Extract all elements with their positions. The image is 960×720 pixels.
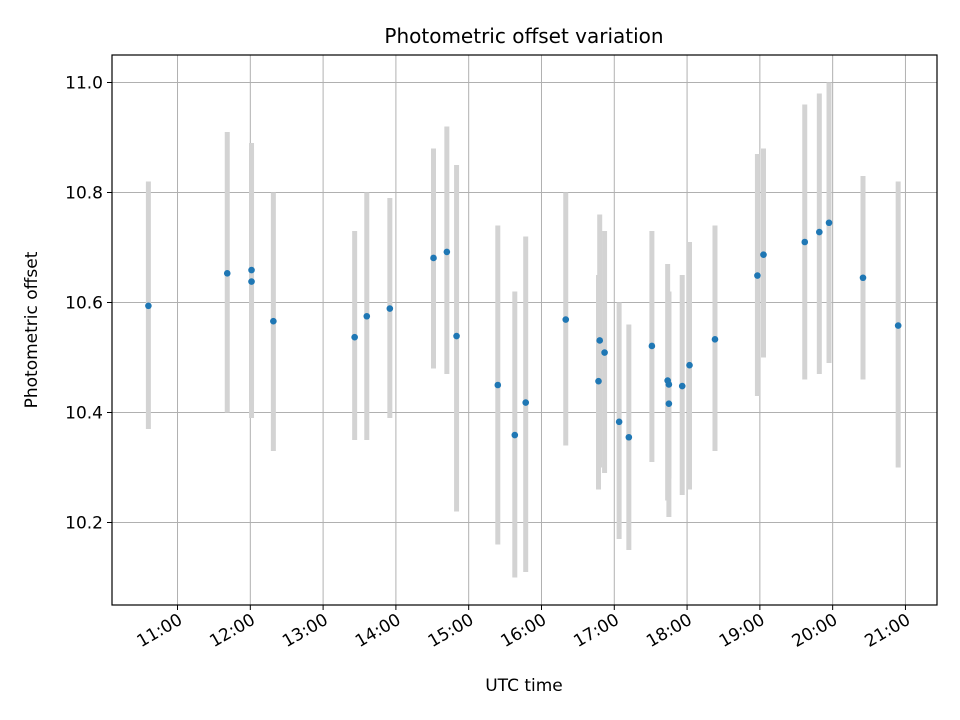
data-point (686, 361, 693, 369)
chart-title: Photometric offset variation (384, 24, 663, 48)
data-point (859, 274, 867, 282)
y-tick-label: 10.8 (65, 184, 103, 204)
data-point (494, 381, 502, 389)
data-point (825, 219, 833, 227)
data-point (270, 317, 277, 325)
data-point (363, 312, 371, 320)
data-point (248, 266, 255, 274)
data-point (648, 342, 656, 350)
data-point (596, 337, 604, 344)
data-point (711, 336, 719, 343)
x-axis-label: UTC time (485, 676, 563, 696)
y-tick-label: 10.6 (65, 294, 103, 314)
y-tick-label: 10.4 (65, 404, 103, 424)
data-point (625, 433, 633, 441)
data-point (386, 305, 394, 312)
data-point (754, 272, 761, 279)
data-point (522, 399, 530, 406)
data-point (562, 316, 570, 323)
data-point (665, 381, 673, 388)
y-axis-label: Photometric offset (22, 251, 42, 408)
data-points (145, 219, 902, 441)
data-point (816, 228, 823, 236)
data-point (665, 400, 673, 408)
data-point (351, 333, 358, 341)
data-point (595, 377, 602, 385)
y-tick-label: 11.0 (65, 74, 103, 94)
data-point (443, 248, 451, 256)
data-point (223, 270, 231, 277)
data-point (801, 238, 809, 246)
data-point (615, 418, 623, 426)
data-point (760, 251, 767, 258)
plot-frame (111, 54, 938, 606)
data-point (145, 302, 152, 310)
data-point (453, 332, 460, 340)
data-point (678, 382, 686, 390)
data-point (430, 254, 437, 262)
y-tick-label: 10.2 (65, 514, 103, 534)
data-point (601, 349, 608, 356)
data-point (511, 431, 519, 439)
data-point (248, 278, 255, 285)
y-axis-ticks: 10.2 10.4 10.6 10.8 11.0 (65, 74, 112, 534)
data-point (894, 322, 902, 329)
